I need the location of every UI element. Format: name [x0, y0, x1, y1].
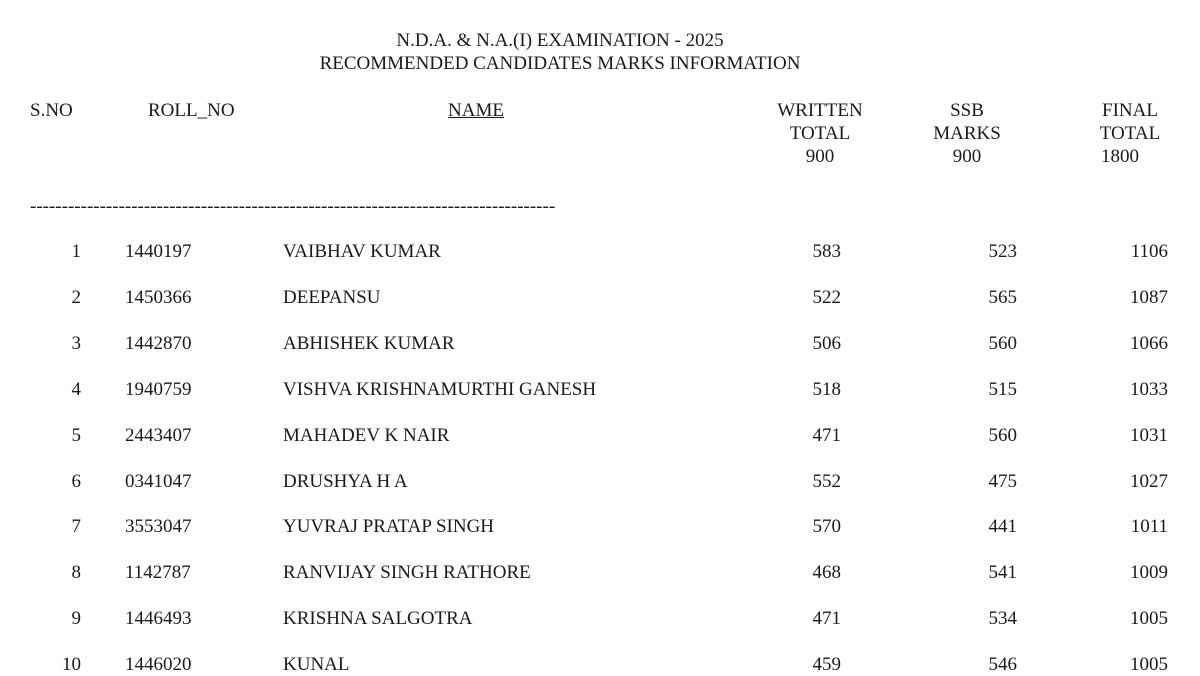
cell-written-total: 468 — [812, 562, 842, 584]
cell-sno: 5 — [71, 424, 82, 446]
cell-roll-no: 1446493 — [125, 608, 192, 630]
cell-roll-no: 1442870 — [125, 332, 192, 354]
cell-written-total: 552 — [812, 470, 842, 492]
cell-roll-no: 1450366 — [125, 286, 192, 308]
cell-ssb-marks: 534 — [988, 608, 1018, 630]
table-row: 9 1446493 KRISHNA SALGOTRA 471 534 1005 — [0, 608, 1200, 630]
column-header-final-max: 1800 — [1101, 146, 1139, 167]
cell-name: ABHISHEK KUMAR — [283, 332, 455, 354]
cell-final-total: 1031 — [1130, 424, 1168, 446]
cell-roll-no: 1446020 — [125, 654, 192, 676]
cell-written-total: 583 — [812, 241, 842, 262]
document-subtitle: RECOMMENDED CANDIDATES MARKS INFORMATION — [319, 53, 801, 74]
cell-ssb-marks: 560 — [988, 332, 1018, 354]
cell-written-total: 471 — [812, 608, 842, 630]
cell-name: DEEPANSU — [283, 286, 381, 308]
table-row: 7 3553047 YUVRAJ PRATAP SINGH 570 441 1011 — [0, 516, 1200, 538]
table-row: 8 1142787 RANVIJAY SINGH RATHORE 468 541 1009 — [0, 562, 1200, 584]
cell-name: YUVRAJ PRATAP SINGH — [283, 516, 495, 538]
cell-final-total: 1066 — [1130, 332, 1168, 354]
cell-ssb-marks: 546 — [988, 654, 1018, 676]
cell-sno: 3 — [71, 332, 82, 354]
cell-name: VAIBHAV KUMAR — [283, 241, 441, 262]
cell-ssb-marks: 475 — [988, 470, 1018, 492]
column-header-written-total: TOTAL — [789, 123, 851, 144]
cell-roll-no: 1440197 — [125, 241, 192, 262]
cell-ssb-marks: 541 — [988, 562, 1018, 584]
cell-sno: 4 — [71, 378, 82, 400]
cell-name: RANVIJAY SINGH RATHORE — [283, 562, 531, 584]
table-row: 1 1440197 VAIBHAV KUMAR 583 523 1106 — [0, 241, 1200, 263]
cell-sno: 2 — [71, 286, 82, 308]
table-row: 4 1940759 VISHVA KRISHNAMURTHI GANESH 518 51… — [0, 379, 1200, 401]
cell-name: KUNAL — [283, 654, 350, 676]
separator-line: ----------------------------------------… — [30, 196, 556, 217]
table-row: 2 1450366 DEEPANSU 522 565 1087 — [0, 287, 1200, 309]
column-header-written-max: 900 — [805, 146, 835, 167]
cell-final-total: 1005 — [1130, 654, 1168, 676]
column-header-final: FINAL — [1102, 100, 1158, 121]
cell-roll-no: 0341047 — [125, 470, 192, 492]
cell-final-total: 1009 — [1130, 562, 1168, 584]
cell-sno: 10 — [62, 654, 81, 676]
cell-ssb-marks: 523 — [988, 241, 1018, 262]
cell-roll-no: 1940759 — [125, 378, 192, 400]
column-header-sno: S.NO — [30, 100, 73, 121]
cell-written-total: 471 — [812, 424, 842, 446]
column-header-roll-no: ROLL_NO — [148, 100, 235, 121]
cell-name: KRISHNA SALGOTRA — [283, 608, 473, 630]
table-row: 6 0341047 DRUSHYA H A 552 475 1027 — [0, 471, 1200, 493]
column-header-written: WRITTEN — [777, 100, 863, 121]
cell-roll-no: 2443407 — [125, 424, 192, 446]
cell-written-total: 522 — [812, 286, 842, 308]
cell-ssb-marks: 515 — [988, 378, 1018, 400]
table-row: 10 1446020 KUNAL 459 546 1005 — [0, 654, 1200, 676]
cell-ssb-marks: 565 — [988, 286, 1018, 308]
cell-final-total: 1011 — [1130, 516, 1168, 538]
cell-final-total: 1005 — [1130, 608, 1168, 630]
cell-final-total: 1087 — [1130, 286, 1168, 308]
cell-written-total: 506 — [812, 332, 842, 354]
document-title: N.D.A. & N.A.(I) EXAMINATION - 2025 — [396, 30, 724, 51]
column-header-name: NAME — [448, 100, 504, 121]
cell-written-total: 570 — [812, 516, 842, 538]
cell-final-total: 1033 — [1130, 378, 1168, 400]
cell-roll-no: 1142787 — [125, 562, 191, 584]
cell-name: VISHVA KRISHNAMURTHI GANESH — [283, 378, 597, 400]
cell-sno: 7 — [71, 516, 82, 538]
column-header-final-total: TOTAL — [1099, 123, 1161, 144]
column-header-ssb-marks: MARKS — [933, 123, 1001, 144]
column-header-ssb-max: 900 — [952, 146, 982, 167]
cell-written-total: 518 — [812, 378, 842, 400]
cell-final-total: 1106 — [1130, 241, 1168, 262]
cell-ssb-marks: 441 — [988, 516, 1018, 538]
cell-name: DRUSHYA H A — [283, 470, 408, 492]
cell-sno: 6 — [71, 470, 82, 492]
cell-roll-no: 3553047 — [125, 516, 192, 538]
cell-ssb-marks: 560 — [988, 424, 1018, 446]
cell-sno: 8 — [71, 562, 82, 584]
cell-written-total: 459 — [812, 654, 842, 676]
table-row: 5 2443407 MAHADEV K NAIR 471 560 1031 — [0, 425, 1200, 447]
cell-final-total: 1027 — [1130, 470, 1168, 492]
cell-name: MAHADEV K NAIR — [283, 424, 450, 446]
column-header-ssb: SSB — [950, 100, 984, 121]
cell-sno: 9 — [71, 608, 82, 630]
table-row: 3 1442870 ABHISHEK KUMAR 506 560 1066 — [0, 333, 1200, 355]
cell-sno: 1 — [71, 241, 82, 262]
